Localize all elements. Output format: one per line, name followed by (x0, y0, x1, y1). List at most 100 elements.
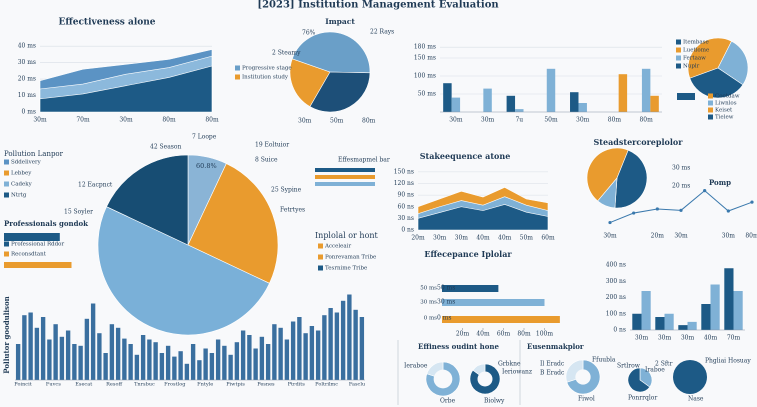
x-tick-label: 80m (162, 117, 176, 124)
x-tick-label: 80m (517, 331, 531, 338)
y-tick-label: 150 ms (414, 55, 436, 62)
bar (733, 291, 743, 330)
y-tick-label: 150 ns (394, 168, 414, 175)
annotation: 50 ms (437, 285, 455, 292)
annotation: Biolwy (484, 398, 505, 405)
legend-swatch (676, 47, 681, 53)
bar (184, 363, 190, 380)
annotation: 30 ms (672, 165, 690, 172)
bar (303, 333, 308, 380)
y-tick-label: 40 ms (18, 43, 36, 50)
bar (140, 335, 146, 380)
bar (222, 345, 227, 380)
y-tick-label: 180 ms (414, 44, 436, 51)
bar (483, 88, 492, 112)
y-tick-label: 0 ms (22, 109, 37, 116)
y-tick-label: 0 ns (401, 227, 414, 234)
bar (724, 268, 734, 330)
chart-title: Effecepance Iplolar (424, 249, 512, 259)
y-tick-label: 50 ms (418, 91, 436, 98)
slice (639, 367, 653, 388)
annotation: Pollution Lanpor (4, 150, 64, 158)
point (679, 208, 683, 212)
bar (59, 336, 65, 380)
x-tick-label: 80m (745, 233, 757, 240)
annotation: 19 Eoltuior (255, 142, 289, 149)
slice (106, 154, 189, 246)
bar (84, 318, 90, 380)
legend-label: Keiset (715, 108, 733, 114)
annotation: 30m (298, 118, 312, 125)
point (703, 189, 707, 193)
y-tick-label: 20 ms (18, 76, 36, 83)
legend-label: Cootdaw (715, 94, 740, 100)
bar (159, 353, 165, 380)
legend-label: Ntrtg (11, 193, 27, 199)
point (750, 200, 754, 204)
annotation: 8 Suice (255, 157, 278, 164)
x-tick-label: 70m (727, 335, 741, 342)
slice (97, 206, 270, 336)
x-tick-label: 60m (497, 331, 511, 338)
annotation: 22 Rays (370, 29, 394, 36)
bar (632, 313, 642, 330)
bar (78, 345, 83, 380)
bar (451, 97, 461, 112)
point (726, 209, 730, 213)
bar (65, 330, 71, 380)
bar (28, 312, 33, 380)
bar (290, 321, 296, 380)
y-tick-label: 10 ms (18, 92, 36, 99)
legend-label: Tesrnime Tribe (325, 266, 367, 272)
x-tick-label: 30m (433, 235, 447, 242)
category-label: Reconsdtant (11, 252, 47, 258)
bar (97, 333, 102, 380)
bar (265, 344, 271, 380)
annotation: 15 Soyler (64, 209, 93, 216)
slice (291, 31, 371, 74)
legend-swatch (235, 65, 240, 71)
x-tick-label: 50m (544, 117, 558, 124)
y-tick-label: 30 ns (398, 215, 415, 222)
y-tick-label: 90 ns (398, 192, 415, 199)
slice (717, 40, 749, 86)
annotation: Orbe (440, 398, 456, 405)
x-tick-label: Poltrilmc (315, 382, 338, 388)
x-tick-label: Piwtpis (226, 382, 245, 388)
x-tick-label: Tnrsbuc (134, 382, 155, 388)
bar (278, 327, 283, 380)
bar (272, 324, 277, 380)
legend-label: Sddelivery (11, 160, 42, 166)
bar (228, 354, 233, 380)
legend-label: Luetlome (683, 48, 709, 54)
annotation: Iraboe (645, 367, 665, 374)
point (632, 211, 636, 215)
x-tick-label: Esecat (75, 382, 92, 388)
bar (178, 351, 183, 380)
legend-label: Tielew (715, 115, 734, 121)
slice (597, 177, 618, 209)
legend-swatch (4, 170, 9, 176)
bar (197, 360, 202, 380)
area (39, 65, 213, 113)
bar (259, 336, 265, 380)
x-tick-label: 80m (608, 117, 622, 124)
y-tick-label: 200 ns (606, 294, 626, 301)
y-tick-label: 100 ms (414, 73, 436, 80)
bar (172, 356, 177, 380)
legend-label: Liwnlos (715, 101, 737, 107)
x-tick-label: 30m (722, 233, 736, 240)
bar (578, 103, 587, 112)
annotation: 30 ms (420, 300, 437, 306)
bar (134, 354, 140, 380)
x-tick-label: 60m (541, 235, 555, 242)
annotation: B Eradc (540, 370, 565, 377)
bar (247, 335, 252, 380)
category-label: Professional Rddor (11, 242, 64, 248)
x-tick-label: 30m (481, 117, 495, 124)
bar (442, 316, 560, 323)
x-tick-label: 30m (674, 233, 688, 240)
slice (289, 58, 331, 108)
decor (315, 175, 375, 179)
slice (627, 367, 651, 393)
